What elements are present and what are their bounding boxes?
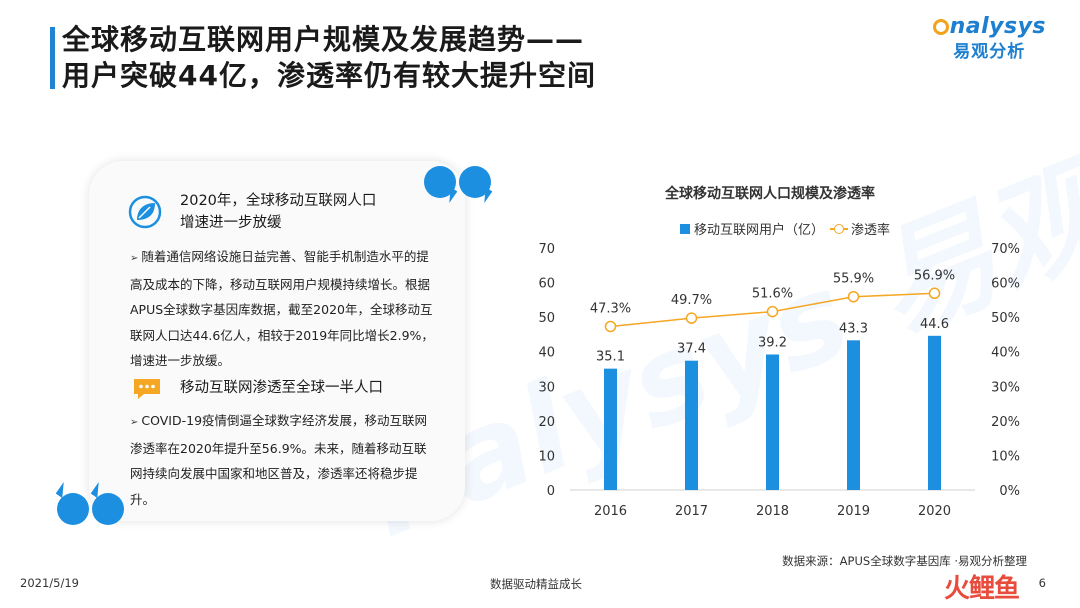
analysys-logo: nalysys 易观分析 [932,14,1046,62]
data-source: 数据来源：APUS全球数字基因库 ·易观分析整理 [782,554,1027,568]
legend-bar-label: 移动互联网用户（亿） [694,223,825,238]
section1-text: 随着通信网络设施日益完善、智能手机制造水平的提高及成本的下降，移动互联网用户规模… [130,249,434,368]
line-point [766,305,779,318]
page-title-line1: 全球移动互联网用户规模及发展趋势—— [62,23,585,56]
y-right-tick-label: 70% [991,242,1020,257]
bar [766,354,779,490]
y-left-tick-label: 10 [538,449,555,464]
legend-line-swatch [830,223,849,234]
logo-subtitle: 易观分析 [953,42,1026,62]
bullet-arrow-icon: ➢ [130,253,139,264]
y-right-tick-label: 50% [991,311,1020,326]
bar [847,340,860,490]
line-value-label: 55.9% [833,272,874,287]
leaf-globe-icon [128,195,162,229]
footer-date: 2021/5/19 [20,576,79,590]
open-quote-icon [459,166,491,198]
x-tick-label: 2019 [837,504,870,519]
x-tick-label: 2016 [594,504,627,519]
page-title-line2: 用户突破44亿，渗透率仍有较大提升空间 [62,59,596,92]
line-value-label: 56.9% [914,268,955,283]
title-accent-bar [50,27,55,89]
bar-value-label: 39.2 [758,335,787,350]
corner-watermark-logo: 火鲤鱼 [944,574,1020,604]
page-title: 全球移动互联网用户规模及发展趋势—— 用户突破44亿，渗透率仍有较大提升空间 [62,22,596,94]
legend-line-label: 渗透率 [851,223,891,238]
line-value-label: 47.3% [590,301,631,316]
y-left-tick-label: 50 [538,311,555,326]
bar-value-label: 43.3 [839,321,868,336]
y-left-tick-label: 70 [538,242,555,257]
y-right-tick-label: 20% [991,415,1020,430]
page-number: 6 [1038,576,1046,590]
y-right-tick-label: 10% [991,449,1020,464]
open-quote-icon [424,166,456,198]
chart-legend: 移动互联网用户（亿） 渗透率 [680,219,890,238]
insight-card [89,161,465,521]
bar [685,360,698,490]
y-left-tick-label: 60 [538,277,555,292]
line-point [847,290,860,303]
y-left-tick-label: 40 [538,346,555,361]
bar-value-label: 44.6 [920,317,949,332]
section1-heading-line2: 增速进一步放缓 [180,215,282,231]
y-right-tick-label: 0% [999,484,1020,499]
bullet-arrow-icon: ➢ [130,417,139,428]
section1-heading-line1: 2020年，全球移动互联网人口 [180,193,377,209]
y-left-tick-label: 20 [538,415,555,430]
logo-ring-icon [932,19,949,35]
section2-heading: 移动互联网渗透至全球一半人口 [180,380,383,396]
x-tick-label: 2018 [756,504,789,519]
chart-title: 全球移动互联网人口规模及渗透率 [665,186,875,202]
section2-bullet: ➢ COVID-19疫情倒逼全球数字经济发展，移动互联网渗透率在2020年提升至5… [130,408,434,512]
close-quote-icon [92,493,124,525]
line-value-label: 49.7% [671,293,712,308]
section1-bullet: ➢ 随着通信网络设施日益完善、智能手机制造水平的提高及成本的下降，移动互联网用户规… [130,244,434,374]
bar [928,335,941,490]
legend-bar-swatch [680,223,690,234]
line-point [604,320,617,333]
x-tick-label: 2020 [918,504,951,519]
y-left-tick-label: 0 [547,484,555,499]
bar-value-label: 35.1 [596,350,625,365]
bar [604,368,617,490]
y-right-tick-label: 40% [991,346,1020,361]
chat-bubble-icon [134,379,160,399]
close-quote-icon [57,493,89,525]
section2-text: COVID-19疫情倒逼全球数字经济发展，移动互联网渗透率在2020年提升至56… [130,413,428,507]
line-point [685,312,698,324]
line-value-label: 51.6% [752,287,793,302]
section1-heading: 2020年，全球移动互联网人口 增速进一步放缓 [180,190,420,234]
y-right-tick-label: 30% [991,380,1020,395]
bar-value-label: 37.4 [677,342,706,357]
logo-text: nalysys [949,14,1046,39]
line-point [928,287,941,300]
y-left-tick-label: 30 [538,380,555,395]
footer-slogan: 数据驱动精益成长 [490,577,582,591]
y-right-tick-label: 60% [991,277,1020,292]
x-tick-label: 2017 [675,504,708,519]
